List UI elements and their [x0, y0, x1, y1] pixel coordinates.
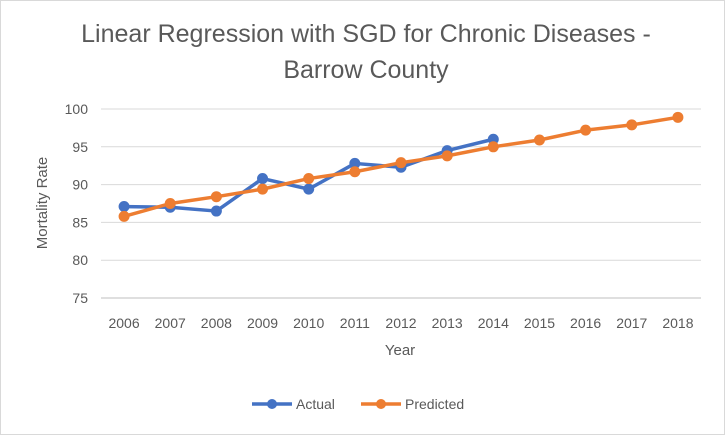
- data-point-actual: [257, 173, 269, 185]
- data-point-predicted: [164, 198, 176, 209]
- legend-marker-predicted: [376, 399, 386, 409]
- x-tick-label: 2007: [155, 315, 186, 331]
- data-point-predicted: [533, 134, 545, 146]
- chart-title-line-1: Linear Regression with SGD for Chronic D…: [81, 20, 651, 48]
- y-axis-title: Mortality Rate: [34, 157, 51, 250]
- y-tick-label: 90: [72, 177, 88, 193]
- x-tick-label: 2014: [478, 315, 509, 331]
- y-tick-label: 75: [72, 290, 88, 306]
- plot-series: [118, 111, 684, 222]
- x-tick-label: 2012: [385, 315, 416, 331]
- x-tick-label: 2013: [432, 315, 463, 331]
- data-point-predicted: [487, 141, 499, 153]
- data-point-predicted: [395, 157, 407, 169]
- data-point-predicted: [626, 119, 638, 131]
- data-point-actual: [118, 201, 130, 213]
- y-axis-ticks: 75 80 85 90 95 100: [65, 101, 89, 306]
- data-point-predicted: [210, 191, 222, 203]
- x-tick-label: 2016: [570, 315, 601, 331]
- data-point-predicted: [349, 166, 361, 178]
- data-point-actual: [210, 205, 222, 217]
- data-point-predicted: [303, 173, 315, 185]
- y-tick-label: 80: [72, 252, 88, 268]
- data-point-actual: [303, 183, 315, 195]
- y-tick-label: 100: [65, 101, 89, 117]
- x-tick-label: 2009: [247, 315, 278, 331]
- x-tick-label: 2015: [524, 315, 555, 331]
- chart-title-line-2: Barrow County: [283, 56, 449, 84]
- x-tick-label: 2008: [201, 315, 232, 331]
- legend-label-actual: Actual: [296, 396, 335, 412]
- chart-title: Linear Regression with SGD for Chronic D…: [81, 20, 651, 84]
- x-tick-label: 2011: [340, 315, 370, 331]
- data-point-predicted: [441, 150, 453, 162]
- y-tick-label: 85: [72, 214, 88, 230]
- x-axis-ticks: 2006 2007 2008 2009 2010 2011 2012 2013 2014 2015…: [108, 315, 693, 331]
- x-tick-label: 2006: [108, 315, 139, 331]
- x-tick-label: 2018: [662, 315, 693, 331]
- x-tick-label: 2010: [293, 315, 324, 331]
- y-tick-label: 95: [72, 139, 88, 155]
- legend: Actual Predicted: [252, 396, 464, 412]
- data-point-predicted: [672, 111, 684, 123]
- data-point-predicted: [257, 183, 269, 195]
- gridlines: [101, 108, 701, 299]
- x-axis-title: Year: [385, 342, 415, 359]
- legend-marker-actual: [267, 399, 277, 409]
- data-point-predicted: [580, 124, 592, 136]
- data-point-predicted: [118, 210, 130, 222]
- x-tick-label: 2017: [616, 315, 647, 331]
- legend-label-predicted: Predicted: [405, 396, 464, 412]
